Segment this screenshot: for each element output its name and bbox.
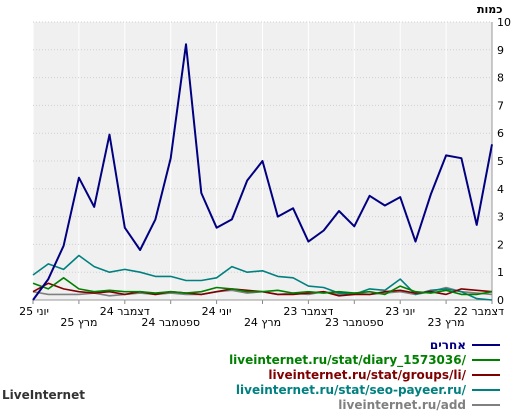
y-tick-label: 1 (497, 266, 504, 279)
y-axis-label: כמות (477, 3, 503, 16)
legend-swatch (472, 404, 500, 406)
x-tick-label: ספטמבר 24 (141, 316, 200, 329)
legend-label: liveinternet.ru/stat/groups/li/ (268, 368, 466, 382)
x-tick-label: מרץ 24 (244, 316, 281, 329)
y-tick-label: 9 (497, 44, 504, 57)
y-tick-label: 10 (497, 16, 511, 29)
y-tick-label: 4 (497, 183, 504, 196)
legend-swatch (472, 359, 500, 361)
x-tick-label: יוני 23 (385, 305, 415, 318)
x-tick-label: דצמבר 23 (283, 305, 333, 318)
legend-item: אחרים (430, 338, 500, 352)
legend-swatch (472, 374, 500, 376)
legend-item: liveinternet.ru/stat/groups/li/ (268, 368, 500, 382)
x-tick-label: יוני 24 (202, 305, 232, 318)
series-line (32, 43, 493, 301)
x-tick-label: מרץ 25 (60, 316, 97, 329)
legend-label: liveinternet.ru/stat/seo-payeer.ru/ (235, 383, 466, 397)
legend-item: liveinternet.ru/stat/diary_1573036/ (229, 353, 500, 367)
legend-label: אחרים (429, 338, 466, 352)
x-tick-label: דצמבר 22 (454, 305, 504, 318)
y-tick-label: 0 (497, 294, 504, 307)
x-tick-label: יוני 25 (19, 305, 49, 318)
y-tick-label: 6 (497, 127, 504, 140)
legend-label: liveinternet.ru/add (338, 398, 466, 412)
x-tick-label: דצמבר 24 (100, 305, 150, 318)
y-tick-label: 8 (497, 72, 504, 85)
x-tick-label: ספטמבר 23 (325, 316, 384, 329)
y-tick-label: 2 (497, 238, 504, 251)
legend-label: liveinternet.ru/stat/diary_1573036/ (229, 353, 466, 367)
brand-logo: LiveInternet (2, 388, 85, 402)
y-tick-label: 3 (497, 211, 504, 224)
series-line (32, 276, 493, 296)
series-line (32, 254, 493, 301)
y-tick-label: 7 (497, 99, 504, 112)
y-tick-label: 5 (497, 155, 504, 168)
x-tick-label: מרץ 23 (428, 316, 465, 329)
legend-item: liveinternet.ru/stat/seo-payeer.ru/ (236, 383, 500, 397)
legend-swatch (472, 389, 500, 391)
legend-swatch (472, 344, 500, 346)
legend-item: liveinternet.ru/add (338, 398, 500, 412)
